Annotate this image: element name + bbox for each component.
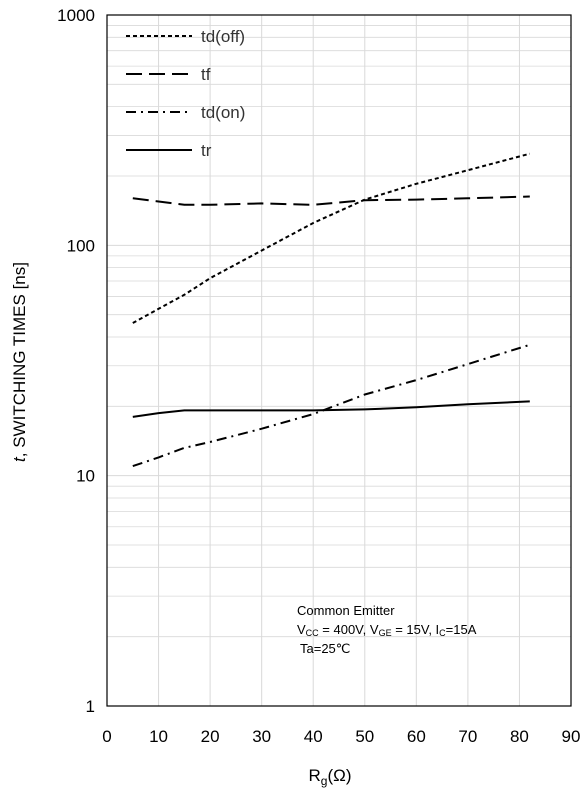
series-line-td-off- (132, 152, 531, 324)
legend-label: tf (201, 65, 211, 84)
x-tick-label: 50 (355, 727, 374, 746)
series-line-tr (132, 400, 530, 418)
x-tick-label: 30 (252, 727, 271, 746)
legend-label: td(on) (201, 103, 245, 122)
x-tick-label: 20 (201, 727, 220, 746)
series-line-td-on- (132, 343, 531, 468)
x-tick-label: 0 (102, 727, 111, 746)
x-tick-label: 80 (510, 727, 529, 746)
annotation-line2: VCC = 400V, VGE = 15V, IC=15A (297, 622, 477, 638)
x-tick-label: 10 (149, 727, 168, 746)
legend-label: td(off) (201, 27, 245, 46)
legend: td(off) tf td(on) tr (126, 27, 245, 160)
x-tick-label: 90 (562, 727, 581, 746)
series-lines (132, 152, 531, 468)
tick-labels: 0 10 20 30 40 50 60 70 80 90 1 10 100 1000 (57, 6, 580, 746)
y-tick-label: 1000 (57, 6, 95, 25)
plot-frame (106, 14, 572, 707)
x-tick-label: 40 (304, 727, 323, 746)
x-tick-label: 70 (458, 727, 477, 746)
annotation-line1: Common Emitter (297, 603, 395, 618)
y-axis-title: t, SWITCHING TIMES [ns] (10, 262, 29, 462)
x-tick-label: 60 (407, 727, 426, 746)
y-tick-label: 100 (67, 236, 95, 255)
conditions-annotation: Common Emitter VCC = 400V, VGE = 15V, IC… (297, 603, 477, 656)
series-line-tf (132, 195, 530, 206)
legend-label: tr (201, 141, 212, 160)
x-axis-title: Rg(Ω) (309, 766, 352, 788)
y-tick-label: 1 (86, 697, 95, 716)
annotation-line3: Ta=25℃ (300, 641, 350, 656)
y-tick-label: 10 (76, 467, 95, 486)
